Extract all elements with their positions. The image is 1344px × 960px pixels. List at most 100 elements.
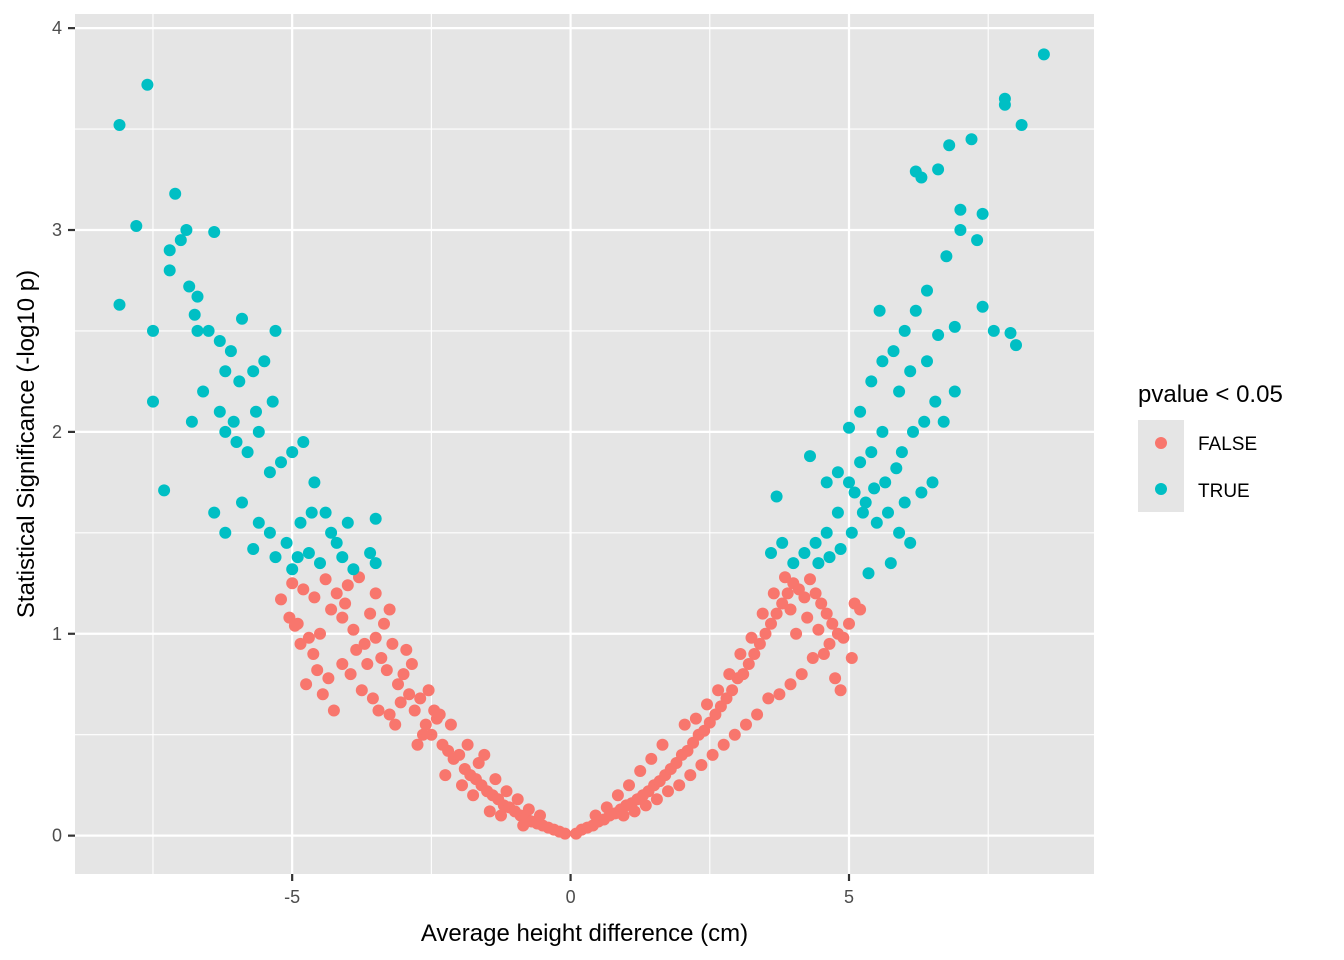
point-true xyxy=(147,324,159,337)
point-true xyxy=(263,466,276,479)
point-true xyxy=(932,163,945,176)
point-false xyxy=(678,718,691,731)
point-true xyxy=(812,557,825,570)
point-true xyxy=(185,415,198,428)
point-true xyxy=(263,526,276,539)
point-false xyxy=(737,668,750,681)
point-true xyxy=(948,385,961,398)
point-false xyxy=(336,611,349,624)
point-true xyxy=(865,446,878,459)
point-true xyxy=(873,304,886,317)
point-true xyxy=(1037,48,1050,61)
point-true xyxy=(1004,327,1017,339)
point-true xyxy=(294,516,307,529)
point-true xyxy=(954,203,967,216)
point-false xyxy=(414,692,427,705)
point-false xyxy=(286,577,299,590)
point-false xyxy=(308,591,321,604)
point-false xyxy=(639,799,652,812)
point-true xyxy=(369,557,382,570)
point-true xyxy=(820,526,833,539)
point-false xyxy=(327,704,340,717)
point-true xyxy=(998,92,1011,105)
point-true xyxy=(250,405,262,418)
point-true xyxy=(831,506,844,519)
point-false xyxy=(411,738,424,751)
point-false xyxy=(364,607,377,620)
point-true xyxy=(854,405,867,418)
point-true xyxy=(926,476,939,489)
legend-key-false-marker xyxy=(1155,437,1167,449)
point-false xyxy=(288,619,301,632)
point-false xyxy=(559,827,571,840)
point-true xyxy=(890,462,903,475)
point-true xyxy=(876,425,889,438)
point-true xyxy=(230,436,243,448)
major-gridlines xyxy=(75,14,1094,874)
point-false xyxy=(383,708,396,721)
point-true xyxy=(918,415,931,428)
point-true xyxy=(787,557,800,570)
point-false xyxy=(589,809,602,822)
point-true xyxy=(870,516,883,529)
point-false xyxy=(403,688,416,701)
point-false xyxy=(650,793,663,806)
point-false xyxy=(394,696,407,709)
y-tick-label: 4 xyxy=(52,18,62,38)
y-tick-label: 1 xyxy=(52,624,62,644)
point-true xyxy=(319,506,332,519)
point-false xyxy=(834,684,847,697)
point-true xyxy=(219,526,232,539)
point-true xyxy=(130,220,143,232)
point-false xyxy=(456,779,468,792)
point-true xyxy=(876,355,889,368)
point-true xyxy=(369,512,382,525)
point-false xyxy=(369,587,382,600)
point-false xyxy=(517,819,530,832)
point-true xyxy=(856,506,869,519)
point-true xyxy=(280,536,293,549)
point-false xyxy=(843,617,855,630)
point-true xyxy=(971,234,984,247)
point-true xyxy=(191,324,204,337)
point-true xyxy=(252,516,265,529)
point-false xyxy=(795,668,808,681)
point-true xyxy=(291,551,304,564)
point-false xyxy=(314,627,326,640)
point-false xyxy=(311,664,324,677)
point-true xyxy=(241,446,254,459)
point-false xyxy=(706,748,719,761)
point-false xyxy=(767,587,780,600)
point-true xyxy=(932,329,945,341)
point-true xyxy=(868,482,881,495)
point-true xyxy=(227,415,240,428)
y-axis-title: Statistical Significance (-log10 p) xyxy=(13,270,40,618)
point-true xyxy=(213,335,226,347)
legend-label-true: TRUE xyxy=(1198,481,1250,502)
point-true xyxy=(898,496,911,509)
point-true xyxy=(236,496,248,509)
point-true xyxy=(219,365,232,378)
point-true xyxy=(269,324,282,337)
point-false xyxy=(689,712,702,725)
point-false xyxy=(712,684,725,697)
point-true xyxy=(893,526,906,539)
point-false xyxy=(330,587,343,600)
point-false xyxy=(417,728,429,741)
point-false xyxy=(361,658,374,670)
point-false xyxy=(742,658,755,670)
point-false xyxy=(634,765,647,777)
point-false xyxy=(845,652,858,664)
point-false xyxy=(375,652,388,664)
point-false xyxy=(798,591,811,604)
point-false xyxy=(762,692,775,705)
point-true xyxy=(895,446,908,459)
point-true xyxy=(834,543,847,555)
point-true xyxy=(208,506,221,519)
point-true xyxy=(219,425,232,438)
point-false xyxy=(439,769,452,782)
point-true xyxy=(336,551,349,564)
point-false xyxy=(422,684,435,697)
point-true xyxy=(907,425,919,438)
